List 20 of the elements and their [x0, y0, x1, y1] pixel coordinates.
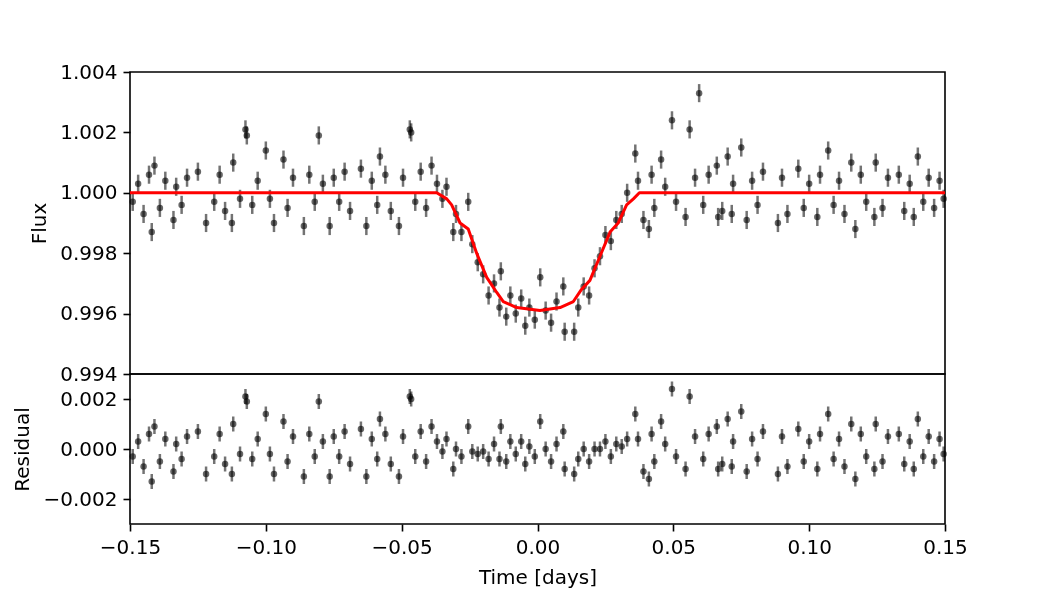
x-tick-label: −0.10 [235, 534, 297, 559]
x-tick-label: −0.15 [99, 534, 162, 559]
y-axis-title: Residual [10, 407, 35, 492]
y-tick-label: 1.000 [60, 180, 118, 205]
y-tick-label: 0.996 [60, 301, 118, 326]
y-tick-label: 1.002 [60, 119, 118, 144]
x-tick-label: 0.00 [515, 534, 561, 559]
x-tick-label: −0.05 [371, 534, 433, 559]
y-tick-label: −0.002 [43, 486, 118, 511]
x-tick-label: 0.15 [923, 534, 968, 559]
y-tick-label: 0.000 [60, 436, 118, 461]
line-series [130, 191, 945, 313]
y-axis-title: Flux [27, 202, 52, 245]
x-axis-title: Time [days] [477, 564, 598, 589]
y-tick-label: 0.998 [60, 240, 118, 265]
y-tick-label: 0.994 [60, 361, 118, 386]
x-tick-label: 0.05 [651, 534, 697, 559]
x-tick-label: 0.10 [787, 534, 832, 559]
y-tick-label: 1.004 [60, 59, 118, 84]
y-tick-label: 0.002 [60, 386, 118, 411]
